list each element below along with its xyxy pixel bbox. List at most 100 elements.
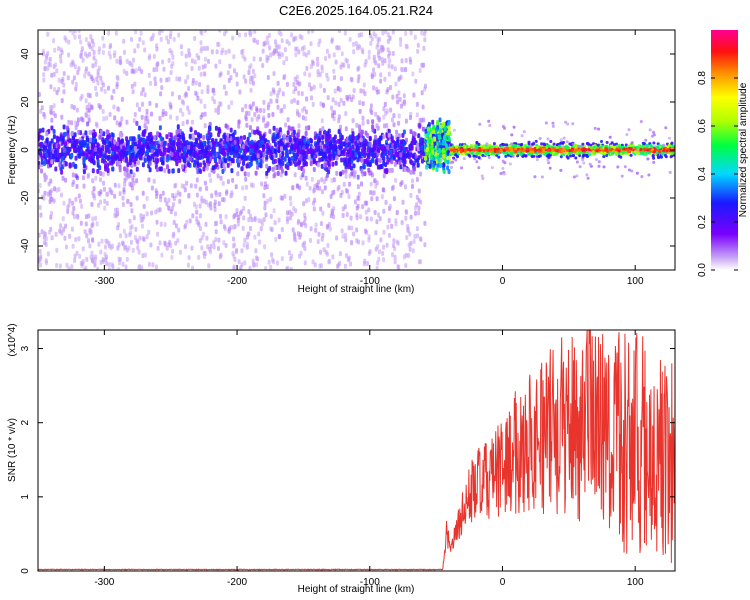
heatmap-cell	[381, 153, 385, 159]
heatmap-cell	[163, 168, 167, 173]
heatmap-cell	[291, 227, 295, 233]
heatmap-cell	[74, 237, 78, 243]
heatmap-cell	[62, 227, 66, 233]
heatmap-cell	[578, 151, 581, 155]
heatmap-cell	[425, 147, 429, 152]
heatmap-cell	[244, 184, 248, 190]
heatmap-cell	[343, 263, 347, 269]
heatmap-cell	[516, 154, 520, 158]
heatmap-cell	[253, 215, 257, 221]
heatmap-cell	[404, 58, 408, 63]
heatmap-cell	[93, 195, 97, 201]
heatmap-cell	[273, 220, 277, 226]
heatmap-cell	[578, 165, 582, 169]
heatmap-cell	[332, 52, 336, 58]
heatmap-cell	[207, 150, 211, 156]
heatmap-cell	[271, 166, 275, 172]
heatmap-cell	[42, 77, 46, 83]
heatmap-cell	[385, 242, 389, 248]
heatmap-cell	[115, 74, 119, 80]
heatmap-cell	[87, 172, 91, 178]
heatmap-cell	[392, 155, 396, 161]
heatmap-cell	[73, 258, 77, 263]
heatmap-cell	[221, 180, 225, 186]
heatmap-cell	[224, 214, 228, 220]
heatmap-cell	[180, 51, 184, 56]
heatmap-cell	[443, 158, 447, 163]
heatmap-cell	[174, 240, 178, 246]
heatmap-cell	[255, 116, 259, 122]
heatmap-cell	[60, 78, 64, 84]
heatmap-cell	[253, 234, 257, 240]
heatmap-cell	[64, 177, 68, 183]
heatmap-cell	[219, 213, 222, 219]
heatmap-cell	[439, 162, 443, 168]
heatmap-cell	[105, 254, 108, 260]
heatmap-cell	[102, 116, 106, 122]
heatmap-cell	[358, 124, 362, 130]
heatmap-cell	[239, 265, 243, 270]
heatmap-cell	[169, 30, 173, 36]
heatmap-cell	[285, 81, 289, 87]
heatmap-cell	[59, 134, 63, 140]
heatmap-cell	[216, 41, 220, 47]
heatmap-cell	[355, 135, 359, 141]
heatmap-cell	[136, 43, 140, 49]
heatmap-cell	[374, 159, 378, 165]
heatmap-cell	[91, 216, 95, 222]
heatmap-cell	[185, 180, 189, 186]
heatmap-cell	[409, 59, 413, 65]
heatmap-cell	[146, 144, 150, 150]
heatmap-cell	[289, 256, 293, 262]
heatmap-cell	[320, 236, 324, 242]
heatmap-cell	[243, 195, 247, 201]
heatmap-cell	[146, 149, 150, 155]
heatmap-cell	[130, 208, 134, 214]
heatmap-cell	[424, 83, 427, 89]
heatmap-cell	[431, 119, 435, 125]
heatmap-cell	[85, 53, 89, 59]
heatmap-cell	[283, 156, 287, 162]
heatmap-cell	[188, 133, 192, 139]
heatmap-cell	[404, 263, 408, 268]
heatmap-cell	[413, 137, 416, 143]
heatmap-cell	[270, 227, 274, 233]
heatmap-cell	[76, 117, 80, 123]
heatmap-cell	[309, 64, 313, 70]
heatmap-cell	[292, 206, 296, 212]
heatmap-cell	[296, 111, 299, 117]
heatmap-cell	[233, 139, 237, 145]
heatmap-cell	[312, 84, 316, 90]
heatmap-cell	[342, 181, 346, 187]
heatmap-cell	[265, 123, 269, 129]
heatmap-cell	[246, 136, 250, 142]
heatmap-cell	[75, 184, 79, 189]
heatmap-cell	[208, 172, 212, 178]
heatmap-cell	[297, 165, 301, 171]
heatmap-cell	[359, 214, 363, 220]
heatmap-cell	[384, 199, 388, 205]
heatmap-cell	[359, 137, 363, 143]
heatmap-cell	[318, 38, 322, 44]
heatmap-cell	[312, 167, 316, 172]
heatmap-cell	[293, 172, 297, 178]
heatmap-cell	[416, 233, 419, 239]
heatmap-cell	[372, 190, 376, 196]
heatmap-cell	[308, 82, 311, 88]
heatmap-cell	[305, 181, 309, 187]
heatmap-cell	[578, 154, 582, 158]
heatmap-cell	[321, 135, 324, 140]
heatmap-cell	[148, 167, 152, 173]
heatmap-cell	[212, 240, 216, 246]
heatmap-cell	[222, 134, 226, 140]
heatmap-cell	[331, 254, 335, 260]
heatmap-cell	[378, 36, 381, 42]
heatmap-cell	[217, 132, 221, 138]
heatmap-cell	[499, 172, 503, 175]
heatmap-cell	[218, 30, 222, 33]
heatmap-cell	[348, 181, 352, 187]
heatmap-cell	[172, 141, 176, 147]
heatmap-cell	[264, 212, 268, 218]
heatmap-cell	[361, 240, 365, 246]
